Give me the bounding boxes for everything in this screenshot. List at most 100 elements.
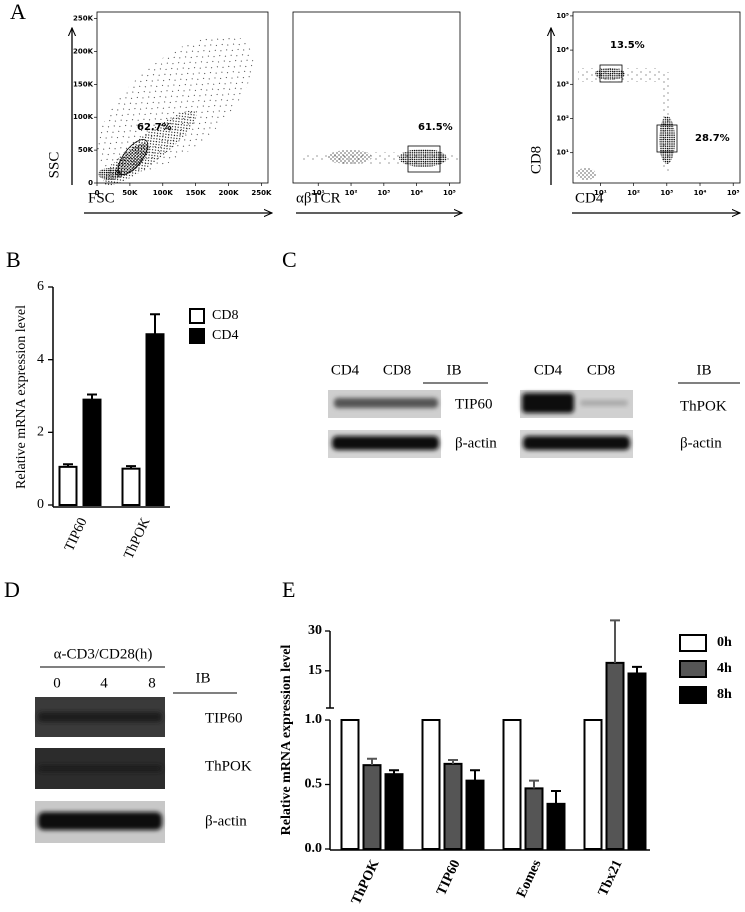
dot-cloud (399, 149, 447, 167)
plot-frame (96, 11, 269, 184)
legend-swatch (189, 328, 205, 344)
y-tick-label: 10⁴ (556, 46, 569, 54)
y-tick-label: 50K (78, 146, 94, 154)
lane-label: CD8 (383, 362, 411, 378)
y-tick-label: 0.5 (305, 777, 323, 792)
legend-label: 0h (717, 635, 732, 650)
y-tick-label: 200K (73, 47, 94, 55)
target-label: TIP60 (205, 710, 243, 726)
error-bar (448, 758, 458, 764)
error-bar (632, 665, 642, 674)
legend-label: 4h (717, 661, 732, 676)
gate (407, 145, 441, 173)
legend-label: CD8 (212, 308, 238, 323)
gate-label: 62.7% (137, 122, 172, 133)
dot-cloud (96, 34, 254, 176)
bar (627, 672, 647, 851)
lane-label: 8 (148, 675, 156, 691)
error-bar (529, 779, 539, 789)
x-tick-label: TIP60 (62, 516, 90, 554)
error-bar (150, 313, 160, 335)
x-tick-label: 10² (627, 189, 640, 197)
gate (117, 139, 149, 175)
ib-header: IB (196, 670, 211, 686)
band (38, 812, 162, 830)
dot-cloud (595, 68, 625, 80)
panel-letter: E (282, 577, 295, 602)
y-tick-label: 150K (73, 80, 94, 88)
x-tick-label: 10³ (377, 189, 390, 197)
axis-label: CD8 (528, 146, 544, 174)
error-bar (87, 393, 97, 400)
x-tick-label: 10¹ (594, 189, 607, 197)
target-label: β-actin (455, 435, 497, 451)
x-tick-label: 10⁴ (410, 189, 423, 197)
bar (384, 773, 404, 850)
band (334, 398, 438, 408)
band (523, 436, 630, 450)
x-tick-label: Eomes (514, 857, 545, 900)
x-tick-label: ThPOK (122, 516, 154, 562)
error-bar (126, 465, 136, 469)
bar (443, 762, 463, 850)
y-tick-label: 6 (37, 279, 44, 294)
x-tick-label: TIP60 (434, 858, 463, 898)
blot-panel-d: α-CD3/CD28(h) 0 4 8 IB TIP60 ThPOK β-act… (35, 646, 252, 843)
gate-label: 61.5% (418, 122, 453, 133)
bar (82, 398, 102, 506)
bar (340, 719, 360, 850)
y-tick-label: 10² (556, 114, 569, 122)
axis-label: FSC (88, 190, 115, 206)
band (38, 712, 162, 722)
bar (605, 661, 625, 850)
treatment-label: α-CD3/CD28(h) (54, 646, 153, 662)
bar (362, 764, 382, 851)
x-tick-label: 50K (122, 189, 138, 197)
dot-cloud (98, 168, 122, 180)
lane-label: 0 (53, 675, 61, 691)
blot-panel-c: CD4 CD8 IB TIP60 β-actin CD4 CD8 IB ThPO… (328, 362, 740, 458)
axis-label: Relative mRNA expression level (14, 305, 29, 489)
flow-axes: 0 50K 100K 150K 200K 250K 0 50K 100K 150K 200K 250K… (73, 12, 740, 197)
ib-header: IB (447, 362, 462, 378)
flow-panel (72, 11, 741, 213)
x-tick-label: 10⁵ (443, 189, 456, 197)
legend-label: 8h (717, 687, 732, 702)
dot-cloud (576, 168, 596, 180)
lane-label: CD8 (587, 362, 615, 378)
bar (121, 467, 141, 506)
error-bar (610, 619, 620, 663)
plot-frame (572, 11, 741, 184)
axis-label: SSC (46, 152, 62, 179)
bar (465, 779, 485, 851)
x-tick-label: 10⁴ (694, 189, 707, 197)
bar (546, 802, 566, 850)
band (332, 436, 439, 450)
lane-label: 4 (100, 675, 108, 691)
y-tick-label: 10¹ (556, 149, 569, 157)
x-tick-label: 10⁵ (727, 189, 740, 197)
target-label: TIP60 (455, 396, 493, 412)
x-tick-label: 200K (219, 189, 240, 197)
x-tick-label: ThPOK (349, 858, 383, 907)
legend-label: CD4 (212, 328, 238, 343)
dot-cloud (659, 116, 675, 164)
axis-label: CD4 (575, 190, 604, 206)
band (580, 400, 628, 406)
band (38, 765, 162, 772)
dot-cloud (328, 150, 372, 164)
y-tick-label: 2 (37, 425, 44, 440)
panel-letter: D (4, 577, 20, 602)
bar (58, 465, 78, 507)
legend-swatch (679, 634, 707, 652)
y-tick-label: 1.0 (305, 712, 323, 727)
y-tick-label: 15 (308, 663, 322, 678)
bar (421, 719, 441, 850)
dot-cloud (115, 143, 149, 177)
target-label: ThPOK (205, 758, 252, 774)
y-tick-label: 0.0 (305, 841, 323, 856)
x-tick-label: 10¹ (312, 189, 325, 197)
bar (145, 333, 165, 506)
error-bar (63, 463, 73, 467)
